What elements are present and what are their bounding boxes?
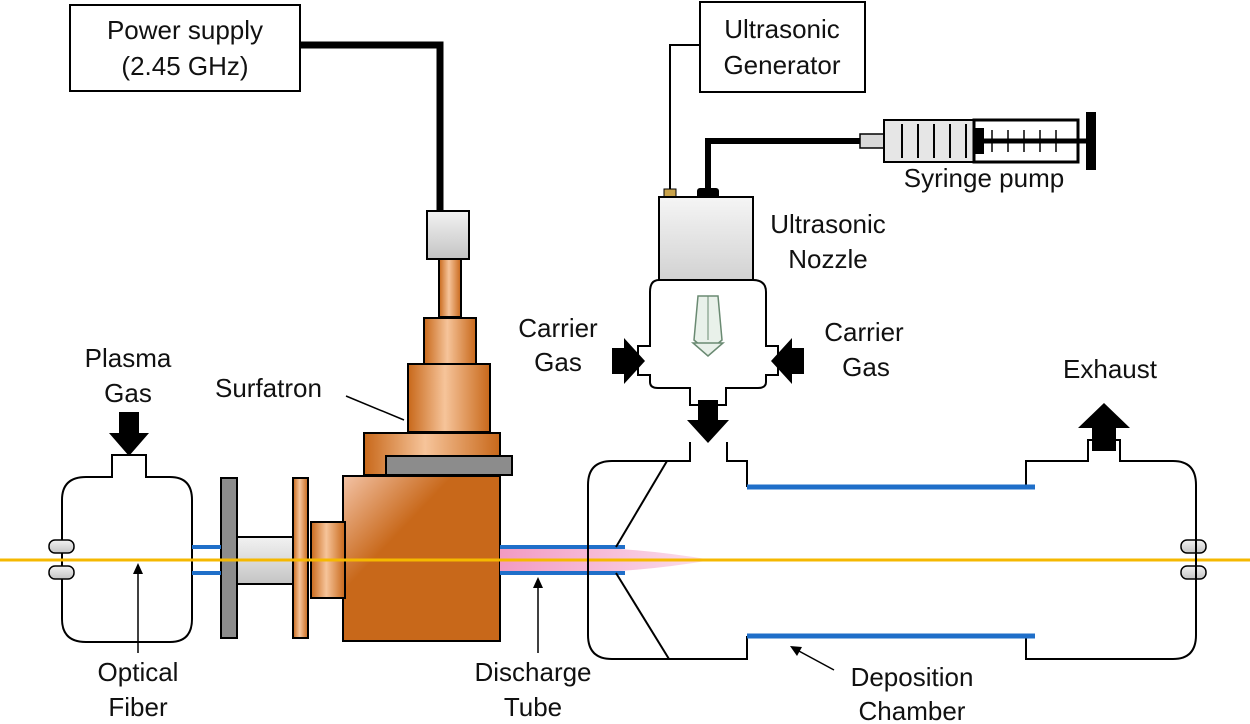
plasma-gas-chamber [61, 454, 193, 643]
syringe-pump-label: Syringe pump [904, 163, 1064, 193]
carrier-gas-left-label-line1: Carrier [518, 313, 598, 343]
power-supply-label-line1: Power supply [107, 15, 263, 45]
power-cable [300, 41, 444, 212]
ultrasonic-nozzle-label-line1: Ultrasonic [770, 209, 886, 239]
fiber-seal-right-top [1180, 539, 1207, 554]
fiber-seal-left-bottom [48, 565, 75, 580]
carrier-gas-arrow-right [771, 338, 804, 384]
chamber-cone-top [615, 460, 668, 548]
fiber-seal-left-top [48, 539, 75, 554]
ultrasonic-nozzle [658, 196, 754, 357]
exhaust-arrow [1078, 403, 1130, 451]
power-supply: Power supply (2.45 GHz) [69, 4, 301, 92]
syringe-pump [859, 112, 1096, 170]
exhaust-label: Exhaust [1063, 354, 1158, 384]
discharge-tube-leader-head [533, 577, 543, 588]
ultrasonic-generator-label-line1: Ultrasonic [724, 14, 840, 44]
discharge-tube-label-line2: Tube [504, 692, 562, 722]
deposition-chamber-leader-head [790, 646, 802, 656]
optical-fiber-label-line2: Fiber [108, 692, 168, 722]
fiber-seal-right-bottom [1180, 565, 1207, 580]
chamber-cone-bottom [615, 572, 670, 660]
carrier-gas-right-label-line1: Carrier [824, 317, 904, 347]
ultrasonic-nozzle-label-line2: Nozzle [788, 244, 867, 274]
ultrasonic-generator: Ultrasonic Generator [699, 1, 866, 93]
surfatron [220, 258, 513, 642]
carrier-gas-left-label-line2: Gas [534, 347, 582, 377]
plasma-gas-label-line2: Gas [104, 378, 152, 408]
generator-cable [669, 44, 700, 192]
aerosol-down-arrow [687, 400, 729, 443]
deposition-chamber [587, 439, 1197, 660]
carrier-gas-right-label-line2: Gas [842, 352, 890, 382]
plasma-gas-label-line1: Plasma [85, 343, 172, 373]
plasma-gas-arrow [109, 412, 149, 456]
optical-fiber-leader-head [133, 563, 143, 574]
carrier-gas-arrow-left [612, 338, 645, 384]
discharge-tube-label-line1: Discharge [474, 657, 591, 687]
deposition-chamber-label-line1: Deposition [851, 662, 974, 692]
power-supply-label-line2: (2.45 GHz) [121, 51, 248, 81]
ultrasonic-generator-label-line2: Generator [723, 50, 840, 80]
surfatron-label: Surfatron [215, 373, 322, 403]
syringe-line [705, 138, 860, 190]
power-connector [426, 210, 470, 260]
deposition-chamber-label-line2: Chamber [859, 696, 966, 724]
deposition-chamber-leader [796, 649, 835, 671]
optical-fiber-label-line1: Optical [98, 657, 179, 687]
discharge-tube [192, 545, 625, 575]
surfatron-leader [345, 395, 405, 421]
